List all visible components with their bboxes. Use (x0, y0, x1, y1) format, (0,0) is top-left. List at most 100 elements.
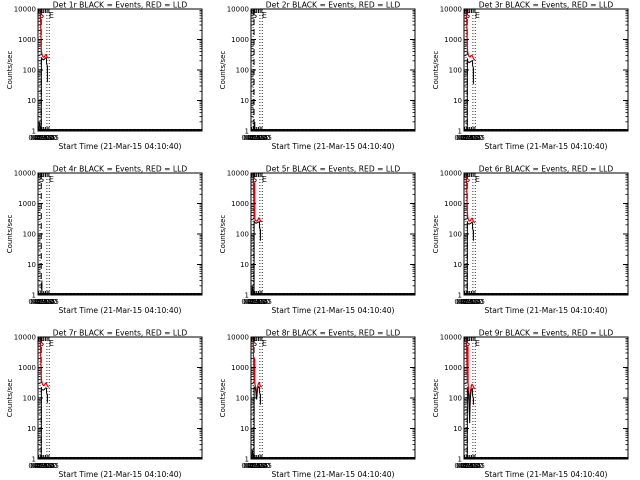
y-tick-label: 10000 (227, 170, 249, 178)
y-tick-label: 10000 (227, 6, 249, 14)
start-marker: S (39, 339, 44, 348)
x-tick-label: 04:30 (456, 298, 476, 306)
y-tick-label: 1 (32, 456, 36, 464)
y-tick-label: 1000 (444, 364, 462, 372)
x-tick-label: 05:30 (250, 298, 270, 306)
x-tick-label: 04:30 (456, 134, 476, 142)
events-series-line (251, 219, 261, 295)
panel-title: Det 4r BLACK = Events, RED = LLD (53, 165, 188, 174)
panel-title: Det 6r BLACK = Events, RED = LLD (479, 165, 614, 174)
events-series-line (253, 121, 256, 131)
plot-frame (37, 8, 203, 132)
lld-series-line (464, 9, 476, 61)
x-tick-label: 04:30 (243, 298, 263, 306)
x-tick-label: 05:00 (34, 298, 54, 306)
y-tick-label: 10 (27, 425, 36, 433)
y-axis-label: Counts/sec (6, 215, 14, 254)
x-tick-label: 05:30 (37, 462, 57, 470)
plot-frame (250, 336, 416, 460)
x-tick-label: 04:30 (243, 134, 263, 142)
events-series-line (466, 387, 474, 459)
lld-series-line (38, 337, 50, 388)
panel-title: Det 1r BLACK = Events, RED = LLD (53, 1, 188, 10)
plot-frame (37, 172, 203, 296)
y-tick-label: 1000 (231, 36, 249, 44)
y-tick-label: 100 (23, 67, 36, 75)
y-tick-label: 10 (453, 97, 462, 105)
y-tick-label: 100 (236, 67, 249, 75)
events-series-line (251, 385, 261, 459)
x-axis-label: Start Time (21-Mar-15 04:10:40) (484, 470, 607, 479)
x-tick-label: 04:15 (454, 298, 474, 306)
start-marker: S (252, 175, 257, 184)
x-tick-label: 05:00 (247, 462, 267, 470)
x-tick-label: 04:15 (28, 462, 48, 470)
events-series-line (38, 57, 48, 131)
x-tick-label: 04:15 (28, 134, 48, 142)
x-axis-label: Start Time (21-Mar-15 04:10:40) (58, 142, 181, 151)
y-tick-label: 1 (245, 292, 249, 300)
detector-panel-4: Det 4r BLACK = Events, RED = LLD S E 1 10 100… (6, 165, 203, 315)
y-tick-label: 1000 (444, 200, 462, 208)
x-tick-label: 05:30 (37, 298, 57, 306)
start-marker: S (39, 175, 44, 184)
x-tick-label: 05:00 (34, 134, 54, 142)
plot-frame (250, 172, 416, 296)
y-tick-label: 100 (449, 67, 462, 75)
x-tick-label: 04:45 (458, 134, 478, 142)
x-tick-label: 05:15 (35, 298, 55, 306)
events-series-line (466, 221, 474, 295)
y-tick-label: 1000 (231, 364, 249, 372)
x-tick-label: 05:00 (34, 462, 54, 470)
y-tick-label: 10000 (440, 170, 462, 178)
lld-series-line (251, 173, 263, 223)
x-tick-label: 04:45 (32, 298, 52, 306)
y-axis-label: Counts/sec (219, 51, 227, 90)
y-tick-label: 1000 (18, 36, 36, 44)
x-axis-label: Start Time (21-Mar-15 04:10:40) (271, 142, 394, 151)
x-tick-label: 05:15 (248, 462, 268, 470)
x-tick-label: 05:45 (252, 462, 272, 470)
detector-panel-7: Det 7r BLACK = Events, RED = LLD S E 1 10 100… (6, 329, 203, 479)
x-tick-label: 04:30 (243, 462, 263, 470)
x-tick-label: 05:45 (252, 298, 272, 306)
lld-series-line (464, 173, 476, 224)
end-marker: E (49, 11, 54, 20)
x-tick-label: 05:45 (465, 134, 485, 142)
x-tick-label: 05:30 (463, 134, 483, 142)
panel-title: Det 7r BLACK = Events, RED = LLD (53, 329, 188, 338)
detector-panel-1: Det 1r BLACK = Events, RED = LLD S E 1 10 100… (6, 1, 203, 151)
y-tick-label: 100 (449, 395, 462, 403)
y-tick-label: 100 (236, 231, 249, 239)
x-tick-label: 04:45 (245, 462, 265, 470)
y-axis-label: Counts/sec (432, 215, 440, 254)
panel-title: Det 5r BLACK = Events, RED = LLD (266, 165, 401, 174)
x-tick-label: 04:15 (28, 298, 48, 306)
detector-panel-3: Det 3r BLACK = Events, RED = LLD S E 1 10 100… (432, 1, 629, 151)
x-tick-label: 05:30 (250, 462, 270, 470)
y-tick-label: 10 (453, 261, 462, 269)
x-tick-label: 05:15 (248, 298, 268, 306)
panel-title: Det 2r BLACK = Events, RED = LLD (266, 1, 401, 10)
start-marker: S (252, 11, 257, 20)
y-tick-label: 10000 (440, 334, 462, 342)
y-tick-label: 10 (240, 97, 249, 105)
y-tick-label: 1 (458, 456, 462, 464)
y-tick-label: 10 (240, 425, 249, 433)
x-tick-label: 05:00 (247, 134, 267, 142)
x-tick-label: 04:45 (458, 462, 478, 470)
detector-panel-5: Det 5r BLACK = Events, RED = LLD S E 1 10 100… (219, 165, 416, 315)
panel-title: Det 3r BLACK = Events, RED = LLD (479, 1, 614, 10)
y-tick-label: 10 (27, 261, 36, 269)
events-series-line (40, 387, 48, 459)
y-tick-label: 10 (27, 97, 36, 105)
plot-frame (37, 336, 203, 460)
y-tick-label: 10000 (14, 334, 36, 342)
y-tick-label: 1000 (231, 200, 249, 208)
start-marker: S (252, 339, 257, 348)
y-tick-label: 10 (240, 261, 249, 269)
x-tick-label: 05:15 (461, 462, 481, 470)
y-axis-label: Counts/sec (219, 215, 227, 254)
plot-frame (463, 8, 629, 132)
